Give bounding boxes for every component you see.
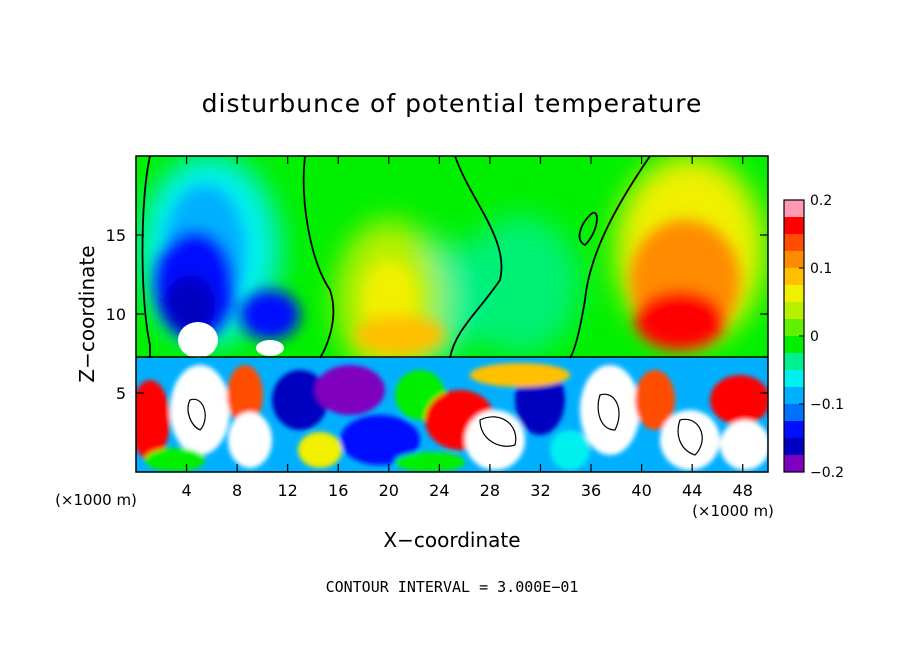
colorbar-swatch — [784, 353, 804, 371]
colorbar-frame — [783, 199, 805, 473]
x-tick-label: 24 — [429, 481, 449, 500]
colorbar-swatch — [784, 268, 804, 286]
x-unit-label-right: (×1000 m) — [692, 502, 774, 520]
x-tick-label: 48 — [733, 481, 753, 500]
colorbar-swatch — [784, 200, 804, 218]
z-tick-label: 5 — [116, 384, 126, 403]
colorbar-swatch — [784, 251, 804, 269]
white-patch-2 — [256, 340, 284, 356]
colorbar-tick-label: 0 — [810, 329, 819, 345]
white-patch — [178, 322, 218, 358]
x-tick-label: 4 — [181, 481, 191, 500]
colorbar-swatch — [784, 387, 804, 405]
x-tick-label: 16 — [328, 481, 348, 500]
colorbar-swatch — [784, 370, 804, 388]
y-axis-title: Z−coordinate — [75, 245, 99, 382]
colorbar-swatch — [784, 455, 804, 473]
contour-interval-note: CONTOUR INTERVAL = 3.000E−01 — [326, 578, 579, 596]
colorbar-tick-label: 0.1 — [810, 261, 832, 277]
x-unit-label-left: (×1000 m) — [55, 491, 137, 509]
lower-turbulent-layer — [136, 358, 768, 472]
colorbar-swatch — [784, 438, 804, 456]
contour-lines — [136, 156, 768, 456]
x-tick-label: 44 — [682, 481, 702, 500]
colorbar: 0.2 0.1 0 −0.1 −0.2 — [784, 193, 844, 481]
colorbar-swatch — [784, 336, 804, 354]
colorbar-tick-label: −0.2 — [810, 465, 844, 481]
x-tick-label: 20 — [379, 481, 399, 500]
z-axis-ticks: 5 10 15 — [106, 226, 768, 403]
colorbar-tick-label: 0.2 — [810, 193, 832, 209]
x-tick-label: 12 — [278, 481, 298, 500]
colorbar-tick-label: −0.1 — [810, 397, 844, 413]
field-plot-area — [136, 156, 768, 472]
x-axis-ticks: 4 8 12 16 20 24 28 32 36 40 44 48 — [181, 156, 753, 500]
upper-anomaly-core — [155, 185, 740, 355]
colorbar-swatch — [784, 404, 804, 422]
x-tick-label: 32 — [530, 481, 550, 500]
x-tick-label: 28 — [480, 481, 500, 500]
colorbar-swatch — [784, 234, 804, 252]
z-tick-label: 15 — [106, 226, 126, 245]
x-tick-label: 8 — [232, 481, 242, 500]
colorbar-swatch — [784, 319, 804, 337]
colorbar-swatch — [784, 302, 804, 320]
colorbar-swatch — [784, 217, 804, 235]
colorbar-swatch — [784, 285, 804, 303]
z-tick-label: 10 — [106, 305, 126, 324]
x-axis-title: X−coordinate — [383, 528, 520, 552]
colorbar-swatch — [784, 421, 804, 439]
x-tick-label: 36 — [581, 481, 601, 500]
x-tick-label: 40 — [631, 481, 651, 500]
chart-title: disturbunce of potential temperature — [202, 89, 703, 118]
